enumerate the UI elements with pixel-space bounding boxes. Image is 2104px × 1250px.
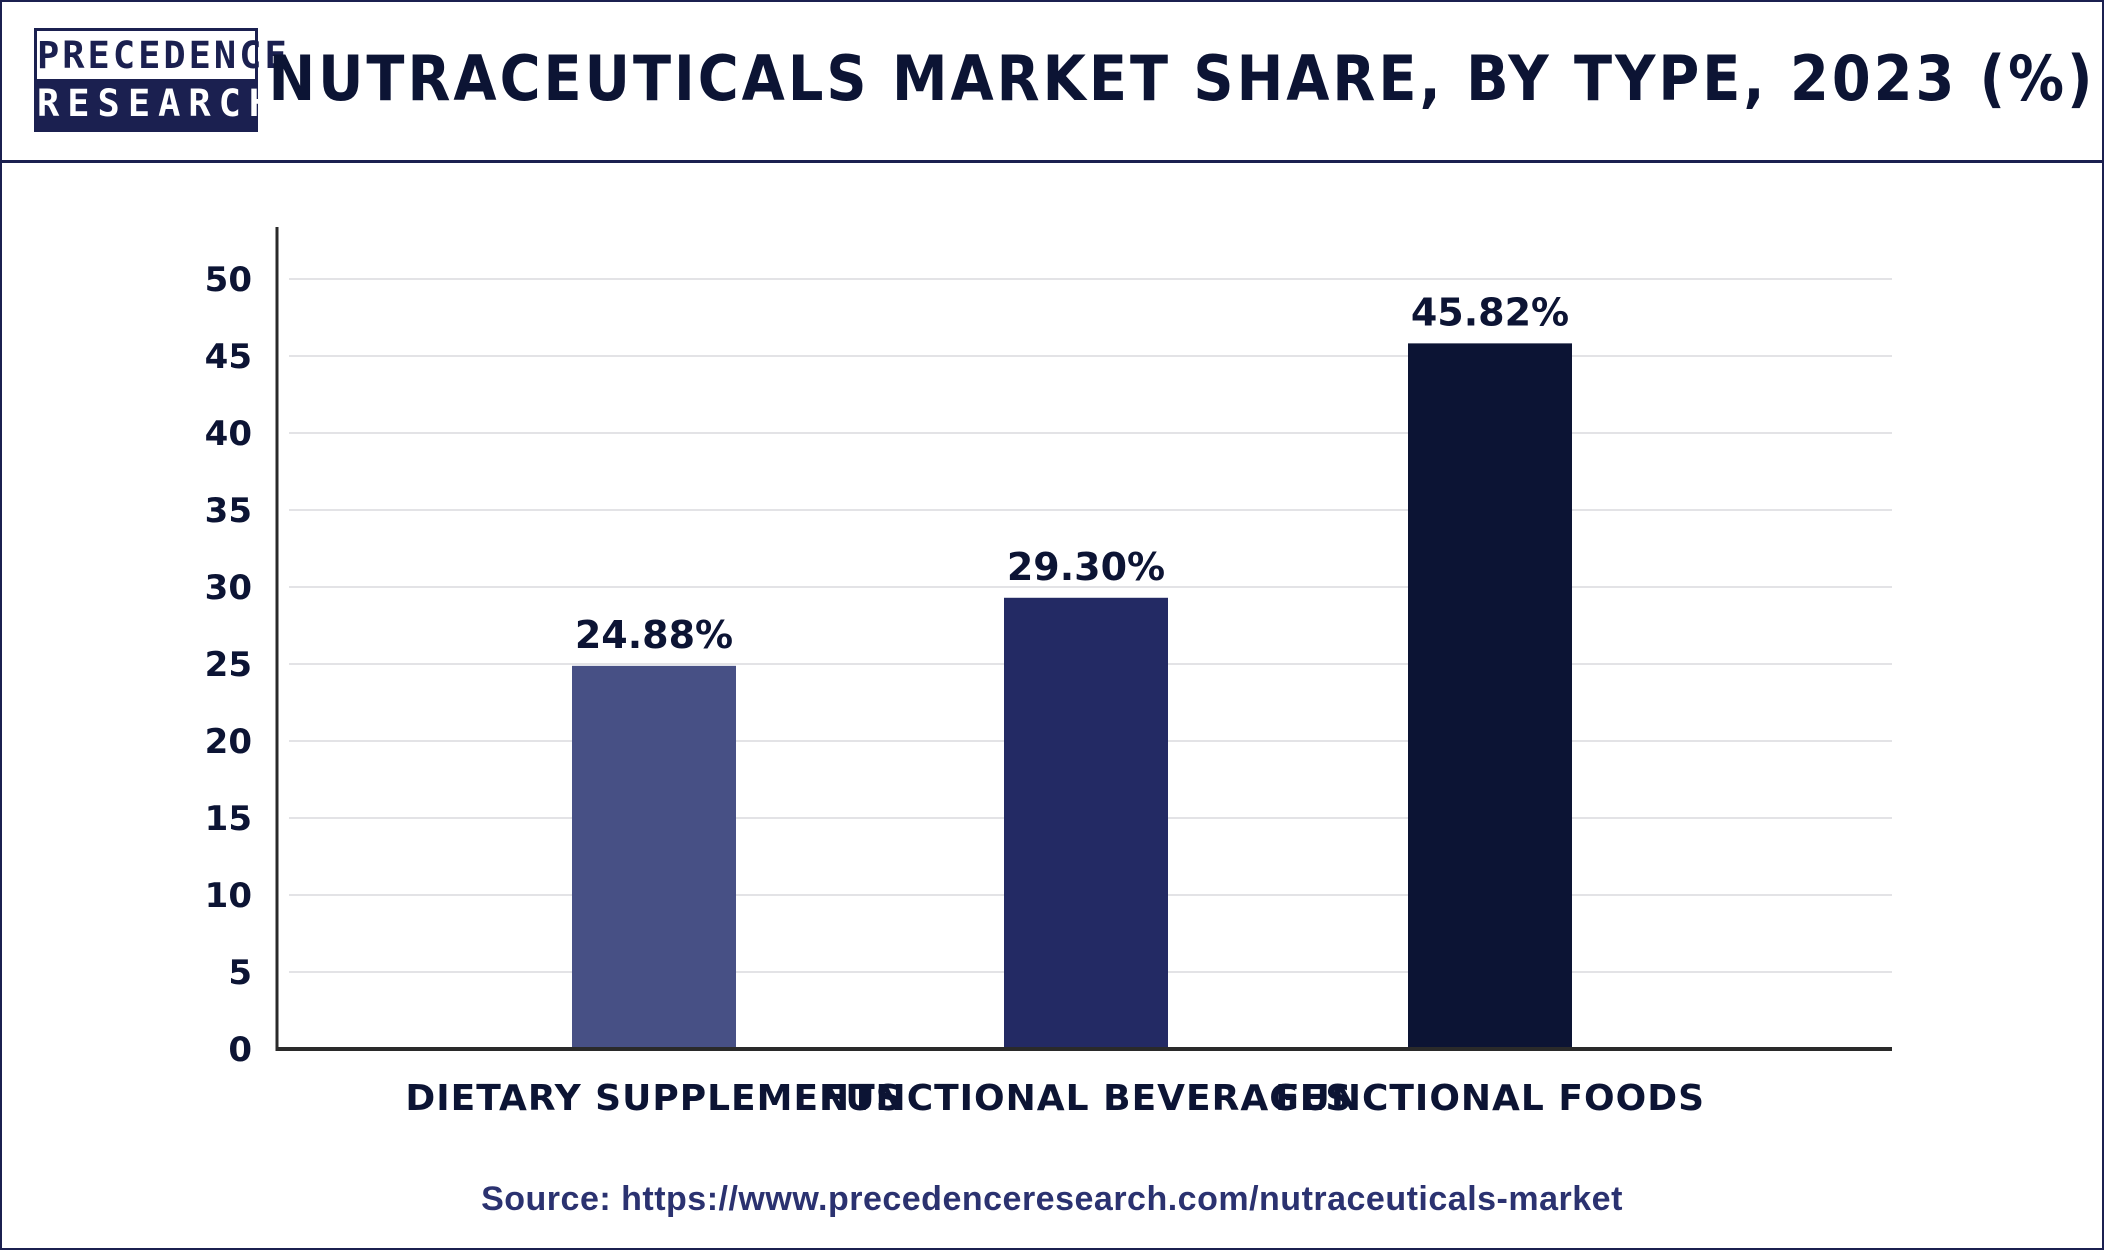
data-label: 45.82% (1411, 290, 1569, 334)
y-tick-label: 10 (205, 876, 252, 916)
chart-title: NUTRACEUTICALS MARKET SHARE, BY TYPE, 20… (268, 42, 2096, 115)
bar-functional-beverages (1004, 597, 1168, 1049)
logo-bottom-text: RESEARCH (37, 79, 271, 129)
precedence-research-logo: PRECEDENCE RESEARCH (34, 28, 290, 132)
y-tick-label: 15 (205, 799, 252, 839)
axes (275, 227, 1892, 1051)
y-tick-label: 40 (205, 414, 252, 454)
y-tick-label: 30 (205, 568, 252, 608)
y-tick-label: 0 (228, 1030, 252, 1070)
x-tick-label: FUNCTIONAL BEVERAGES (820, 1078, 1353, 1119)
source-note: Source: https://www.precedenceresearch.c… (481, 1180, 1623, 1218)
x-tick-label: DIETARY SUPPLEMENTS (405, 1078, 902, 1119)
bar-dietary-supplements (572, 665, 736, 1049)
y-tick-label: 25 (205, 645, 252, 685)
data-label: 29.30% (1007, 545, 1165, 589)
y-tick-label: 5 (228, 953, 252, 993)
labels: 0 5 10 15 20 25 30 35 40 45 50 24.88% DIETARY SUPPLE… (205, 260, 1705, 1119)
y-tick-label: 20 (205, 722, 252, 762)
bars (572, 343, 1572, 1049)
data-label: 24.88% (575, 613, 733, 657)
y-tick-label: 50 (205, 260, 252, 300)
y-tick-label: 45 (205, 337, 252, 377)
x-tick-label: FUNCTIONAL FOODS (1275, 1078, 1705, 1119)
y-tick-label: 35 (205, 491, 252, 531)
header: PRECEDENCE RESEARCH NUTRACEUTICALS MARKE… (2, 2, 2102, 163)
bar-functional-foods (1408, 343, 1572, 1049)
logo-top-text: PRECEDENCE (37, 34, 290, 77)
